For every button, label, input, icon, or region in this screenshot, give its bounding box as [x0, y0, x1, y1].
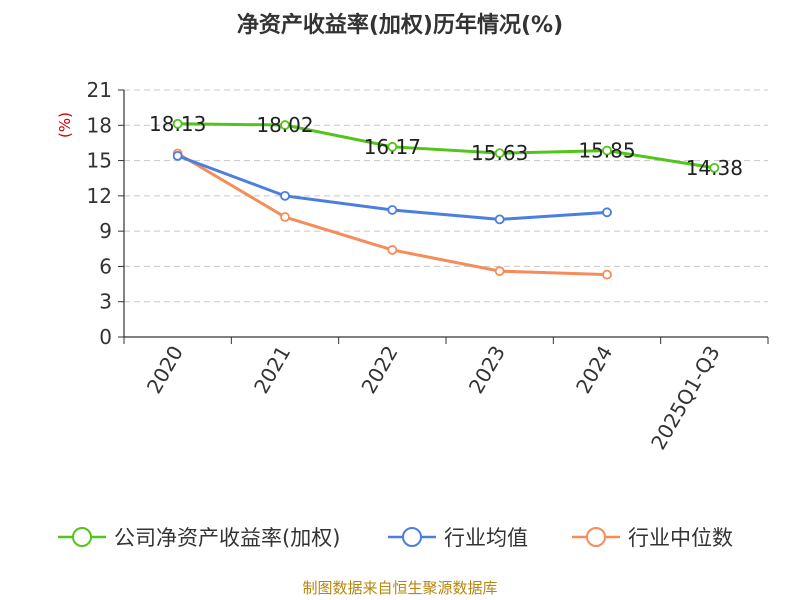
source-footer: 制图数据来自恒生聚源数据库 [302, 579, 498, 597]
series-group [172, 118, 720, 280]
data-label: 18.13 [149, 112, 206, 136]
data-labels: 18.13 18.02 16.17 15.63 15.85 14.38 [149, 112, 743, 180]
data-point [280, 120, 290, 130]
grid-lines [124, 89, 768, 303]
legend-marker [402, 527, 422, 547]
x-tick-label: 2024 [571, 342, 617, 398]
data-point [494, 214, 505, 225]
chart-title: 净资产收益率(加权)历年情况(%) [237, 12, 563, 38]
y-tick-label: 3 [99, 290, 112, 314]
y-tick-label: 18 [87, 113, 112, 137]
data-point [172, 118, 183, 129]
x-tick-label: 2021 [249, 342, 295, 398]
data-label: 18.02 [256, 113, 313, 137]
y-tick-label: 15 [87, 149, 112, 173]
data-point [602, 269, 612, 280]
data-label: 15.85 [578, 139, 635, 163]
y-axis-label: (%) [56, 112, 74, 138]
data-point [387, 245, 398, 255]
x-tick-label: 2022 [356, 342, 402, 398]
data-point [172, 150, 183, 161]
legend-label: 公司净资产收益率(加权) [114, 526, 340, 550]
legend: 公司净资产收益率(加权) 行业均值 行业中位数 [58, 526, 733, 550]
data-label: 16.17 [364, 135, 421, 159]
x-tick-label: 2023 [464, 341, 510, 397]
data-label: 14.38 [686, 156, 743, 180]
data-point [602, 145, 612, 156]
data-point [387, 205, 398, 215]
y-tick-label: 21 [87, 78, 112, 102]
data-point [494, 148, 505, 159]
legend-marker [586, 527, 606, 547]
x-tick-label: 2025Q1-Q3 [646, 342, 725, 454]
data-point [280, 190, 290, 201]
series-line-0 [177, 122, 715, 170]
legend-label: 行业中位数 [628, 526, 733, 550]
y-tick-label: 6 [99, 254, 112, 278]
data-label: 15.63 [471, 141, 528, 165]
x-tick-label: 2020 [142, 342, 188, 398]
legend-label: 行业均值 [444, 526, 528, 550]
data-point [709, 162, 720, 173]
data-point [494, 266, 505, 277]
y-tick-label: 0 [99, 325, 112, 349]
data-point [280, 212, 290, 222]
data-point [602, 207, 612, 218]
data-point [387, 141, 398, 152]
y-tick-label: 12 [87, 184, 112, 208]
legend-marker [72, 527, 92, 547]
y-tick-label: 9 [99, 219, 112, 243]
